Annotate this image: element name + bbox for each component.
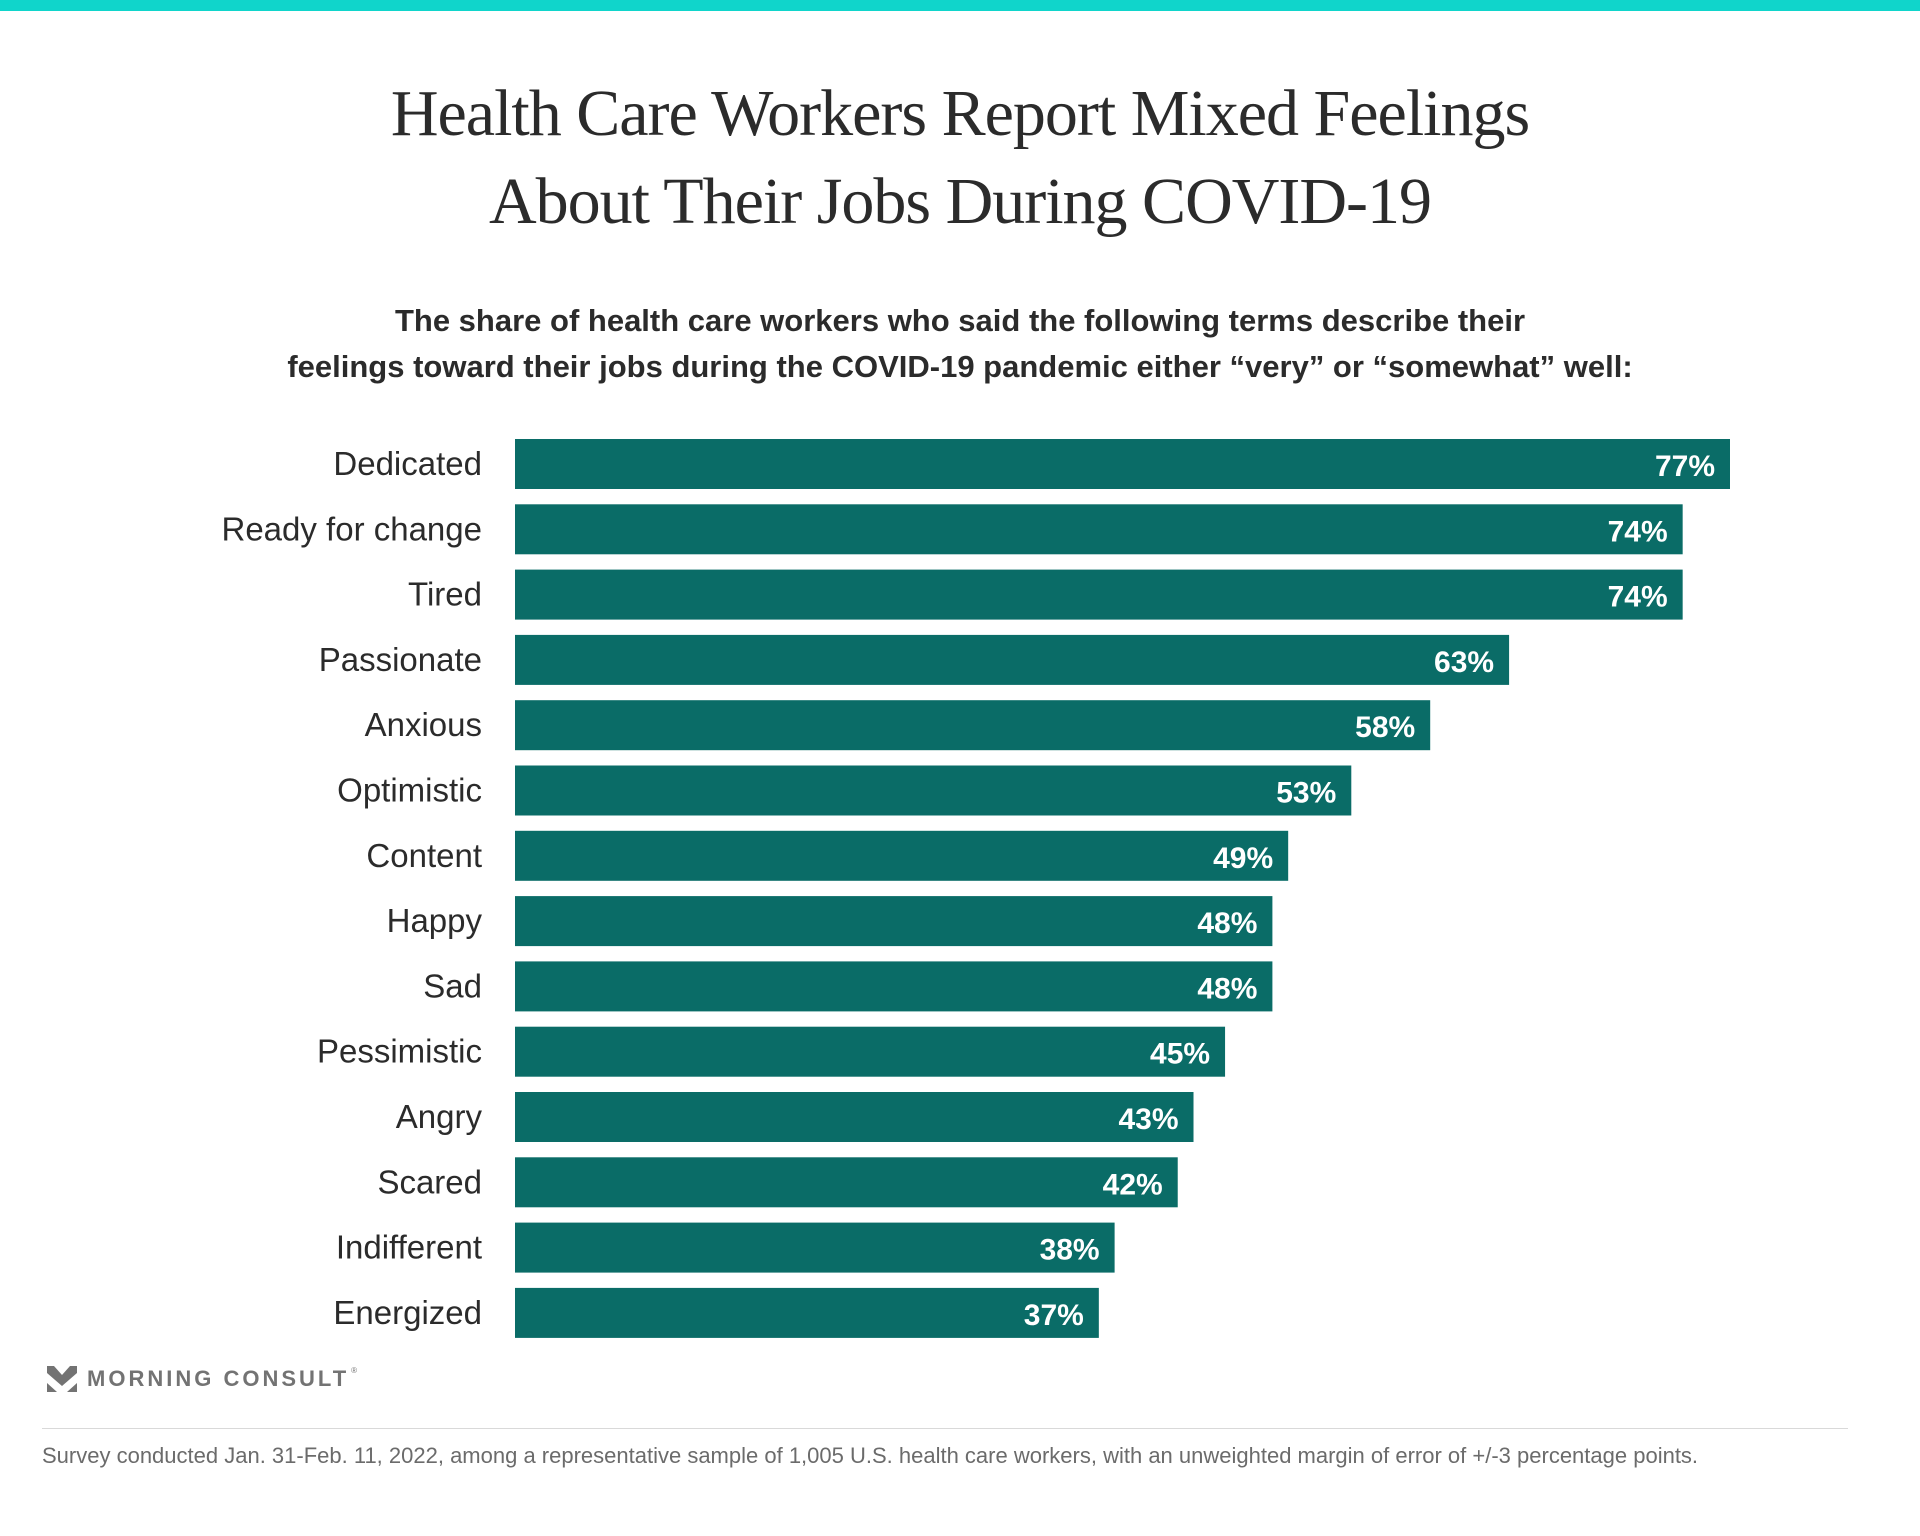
bar-group-scared: Scared 42% (377, 1157, 1178, 1208)
category-label: Happy (387, 902, 483, 939)
chart-title-line-1: Health Care Workers Report Mixed Feeling… (390, 77, 1530, 150)
bar (515, 961, 1273, 1012)
value-label: 43% (1118, 1103, 1178, 1136)
value-label: 63% (1434, 646, 1494, 679)
bar-group-sad: Sad 48% (423, 961, 1273, 1012)
value-label: 37% (1024, 1299, 1084, 1332)
bar-group-happy: Happy 48% (387, 896, 1273, 947)
value-label: 74% (1608, 581, 1668, 614)
chart-subtitle: The share of health care workers who sai… (0, 298, 1920, 390)
bar-group-indifferent: Indifferent 38% (336, 1222, 1115, 1273)
value-label: 42% (1103, 1168, 1163, 1201)
bar-group-optimistic: Optimistic 53% (337, 765, 1352, 816)
bar-group-pessimistic: Pessimistic 45% (317, 1026, 1226, 1077)
value-label: 48% (1197, 907, 1257, 940)
category-label: Angry (396, 1098, 483, 1135)
value-label: 77% (1655, 450, 1715, 483)
bar (515, 1092, 1194, 1142)
category-label: Content (366, 837, 482, 874)
category-label: Optimistic (337, 772, 482, 809)
bar-group-passionate: Passionate 63% (319, 634, 1510, 685)
bar-group-anxious: Anxious 58% (365, 700, 1431, 751)
category-label: Indifferent (336, 1229, 482, 1266)
category-label: Tired (408, 576, 482, 613)
bar (515, 504, 1683, 555)
category-label: Anxious (365, 706, 482, 743)
bar (515, 634, 1510, 685)
logo-text: MORNING CONSULT (87, 1366, 350, 1391)
value-label: 45% (1150, 1038, 1210, 1071)
registered-mark: ® (351, 1366, 358, 1375)
chart-subtitle-line-1: The share of health care workers who sai… (394, 303, 1526, 338)
top-accent-bar (0, 0, 1920, 11)
bar-chart: Dedicated 77% Ready for change 74% Tired 74% P… (221, 439, 1730, 1338)
category-label: Ready for change (221, 510, 482, 547)
category-label: Energized (333, 1294, 482, 1331)
chart-subtitle-line-2: feelings toward their jobs during the CO… (287, 349, 1633, 384)
bar (515, 896, 1273, 947)
chart-title: Health Care Workers Report Mixed Feeling… (0, 70, 1920, 246)
bar-group-energized: Energized 37% (333, 1287, 1099, 1338)
bar (515, 830, 1289, 881)
category-label: Passionate (319, 641, 482, 678)
bar-group-dedicated: Dedicated 77% (333, 439, 1730, 489)
morning-consult-logo-icon (47, 1366, 77, 1392)
morning-consult-logo: MORNING CONSULT ® (47, 1366, 357, 1392)
bar (515, 439, 1730, 489)
bar (515, 1222, 1115, 1273)
bar-group-ready-for-change: Ready for change 74% (221, 504, 1683, 555)
category-label: Pessimistic (317, 1033, 482, 1070)
bar (515, 1026, 1226, 1077)
value-label: 58% (1355, 711, 1415, 744)
category-label: Dedicated (333, 445, 482, 482)
footer-divider (42, 1428, 1848, 1429)
category-label: Scared (377, 1163, 482, 1200)
value-label: 49% (1213, 842, 1273, 875)
bar-group-content: Content 49% (366, 830, 1289, 881)
value-label: 38% (1040, 1234, 1100, 1267)
bar (515, 765, 1352, 816)
bar-group-angry: Angry 43% (396, 1092, 1194, 1142)
value-label: 48% (1197, 972, 1257, 1005)
bar (515, 1287, 1099, 1338)
category-label: Sad (423, 967, 482, 1004)
bar (515, 1157, 1178, 1208)
bar (515, 569, 1683, 620)
value-label: 53% (1276, 777, 1336, 810)
value-label: 74% (1608, 515, 1668, 548)
chart-title-line-2: About Their Jobs During COVID-19 (488, 165, 1432, 238)
bar-group-tired: Tired 74% (408, 569, 1683, 620)
survey-footnote: Survey conducted Jan. 31-Feb. 11, 2022, … (42, 1443, 1699, 1468)
bar (515, 700, 1431, 751)
